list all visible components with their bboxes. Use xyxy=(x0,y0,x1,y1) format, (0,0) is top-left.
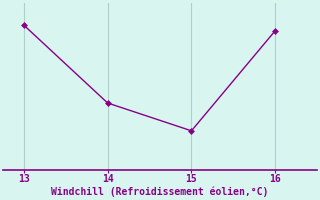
X-axis label: Windchill (Refroidissement éolien,°C): Windchill (Refroidissement éolien,°C) xyxy=(51,187,269,197)
